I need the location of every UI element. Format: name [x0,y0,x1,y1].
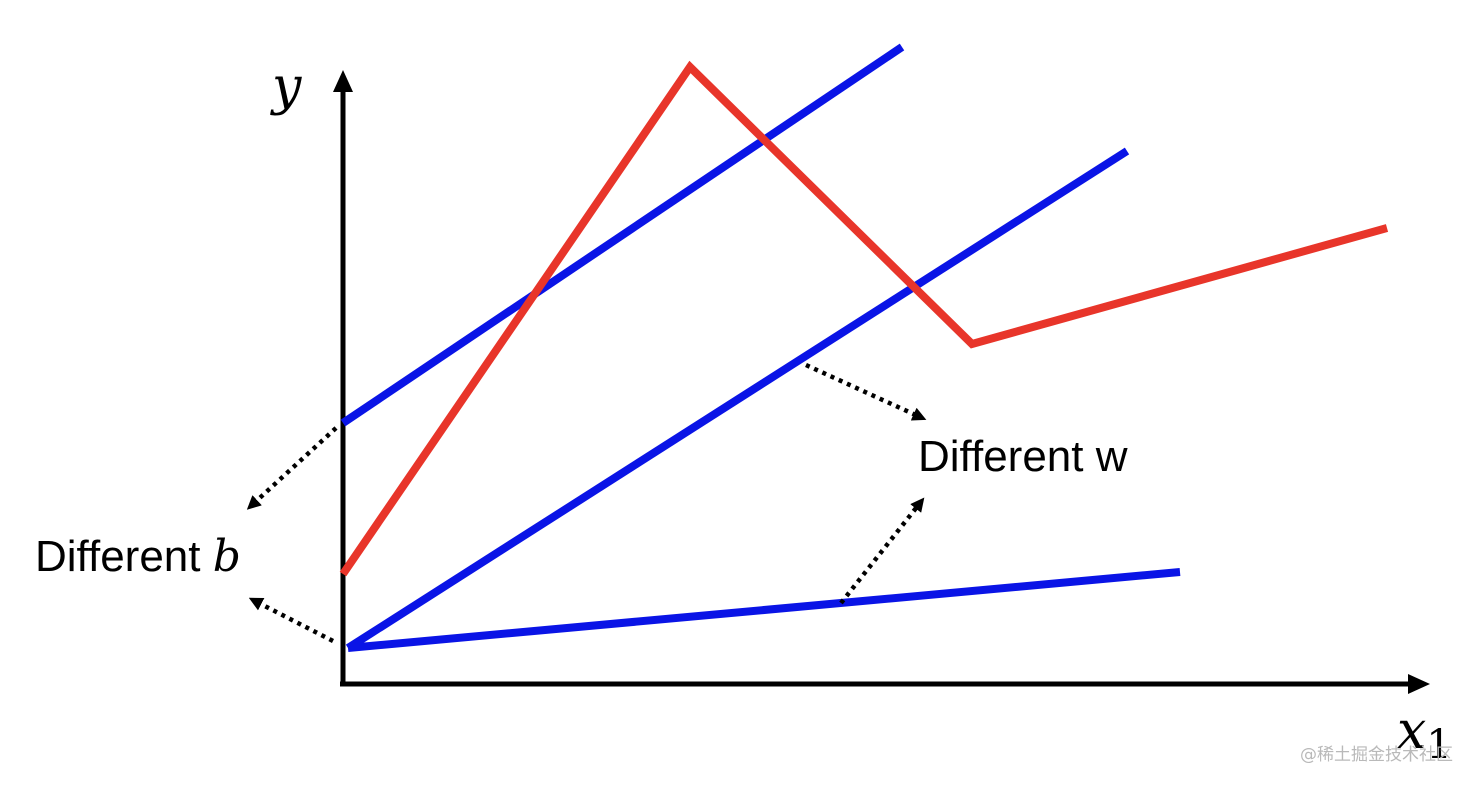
different-b-var: b [213,531,241,582]
arrow-w-upper [805,362,927,421]
different-w-label: Different w [918,432,1128,481]
different-b-text: Different [35,532,213,581]
x-axis-label: x1 [1397,701,1452,768]
arrow-b-upper [246,426,338,510]
x-axis-label-base: x [1397,701,1426,761]
red-piecewise-curve [339,60,1389,577]
blue-line-lower [347,568,1181,652]
arrow-w-lower [839,497,925,605]
x-axis-arrowhead [1408,674,1430,694]
blue-line-middle [345,147,1130,652]
x-axis-label-subscript: 1 [1426,722,1451,768]
different-b-label: Different b [35,531,241,582]
blue-line-upper [340,43,905,427]
y-axis-label: y [270,57,302,117]
watermark: @稀土掘金技术社区 [1300,745,1453,765]
arrow-b-lower [248,597,335,644]
y-axis-arrowhead [333,70,353,92]
